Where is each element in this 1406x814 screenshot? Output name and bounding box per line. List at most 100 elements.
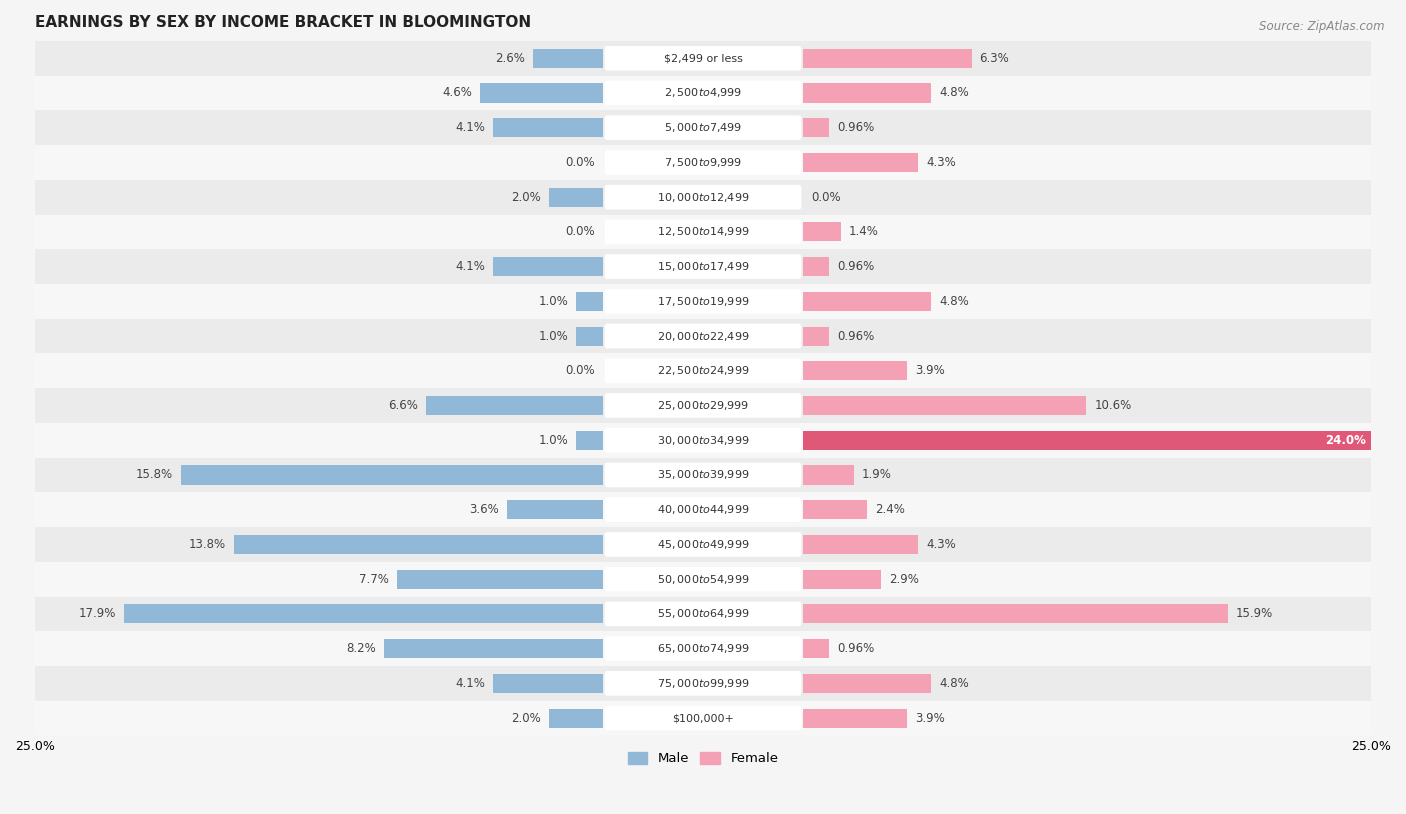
Bar bbox=[576, 291, 603, 311]
FancyBboxPatch shape bbox=[605, 706, 801, 730]
Bar bbox=[803, 674, 932, 693]
Bar bbox=[803, 639, 830, 659]
Text: $50,000 to $54,999: $50,000 to $54,999 bbox=[657, 573, 749, 585]
Bar bbox=[35, 215, 1371, 249]
Text: 1.0%: 1.0% bbox=[538, 434, 568, 447]
Text: 4.1%: 4.1% bbox=[456, 676, 485, 689]
Text: 2.0%: 2.0% bbox=[512, 711, 541, 724]
FancyBboxPatch shape bbox=[605, 289, 801, 313]
FancyBboxPatch shape bbox=[605, 116, 801, 140]
Bar bbox=[35, 41, 1371, 76]
Bar bbox=[803, 431, 1406, 450]
Text: 2.0%: 2.0% bbox=[512, 190, 541, 204]
Bar bbox=[180, 466, 603, 484]
Bar bbox=[803, 570, 880, 589]
FancyBboxPatch shape bbox=[605, 602, 801, 626]
Text: $55,000 to $64,999: $55,000 to $64,999 bbox=[657, 607, 749, 620]
FancyBboxPatch shape bbox=[605, 81, 801, 105]
FancyBboxPatch shape bbox=[605, 358, 801, 383]
Bar bbox=[396, 570, 603, 589]
Text: 1.0%: 1.0% bbox=[538, 295, 568, 308]
Bar bbox=[426, 396, 603, 415]
Bar bbox=[35, 111, 1371, 145]
Bar bbox=[550, 187, 603, 207]
FancyBboxPatch shape bbox=[605, 254, 801, 279]
FancyBboxPatch shape bbox=[605, 671, 801, 696]
FancyBboxPatch shape bbox=[605, 462, 801, 488]
Text: 1.4%: 1.4% bbox=[849, 225, 879, 239]
Bar bbox=[384, 639, 603, 659]
Text: $2,499 or less: $2,499 or less bbox=[664, 53, 742, 63]
Bar bbox=[35, 423, 1371, 457]
Text: 2.4%: 2.4% bbox=[876, 503, 905, 516]
FancyBboxPatch shape bbox=[605, 46, 801, 71]
Bar bbox=[125, 604, 603, 624]
Text: $100,000+: $100,000+ bbox=[672, 713, 734, 723]
Text: 15.9%: 15.9% bbox=[1236, 607, 1274, 620]
Text: 4.8%: 4.8% bbox=[939, 295, 969, 308]
Bar bbox=[803, 466, 853, 484]
Bar bbox=[494, 674, 603, 693]
Bar bbox=[35, 319, 1371, 353]
Bar bbox=[803, 257, 830, 276]
Text: 4.8%: 4.8% bbox=[939, 86, 969, 99]
Bar bbox=[803, 708, 907, 728]
Text: $15,000 to $17,499: $15,000 to $17,499 bbox=[657, 260, 749, 274]
Bar bbox=[803, 222, 841, 242]
Bar bbox=[803, 326, 830, 346]
Bar bbox=[35, 597, 1371, 631]
Bar bbox=[803, 291, 932, 311]
Text: 0.0%: 0.0% bbox=[565, 156, 595, 169]
Text: 7.7%: 7.7% bbox=[359, 573, 389, 585]
Bar bbox=[35, 631, 1371, 666]
Text: 3.9%: 3.9% bbox=[915, 365, 945, 378]
Bar bbox=[479, 83, 603, 103]
Bar bbox=[35, 249, 1371, 284]
Bar bbox=[506, 500, 603, 519]
Bar bbox=[533, 49, 603, 68]
Text: $5,000 to $7,499: $5,000 to $7,499 bbox=[664, 121, 742, 134]
FancyBboxPatch shape bbox=[605, 324, 801, 348]
Text: 0.96%: 0.96% bbox=[837, 121, 875, 134]
Bar bbox=[803, 118, 830, 138]
Text: 13.8%: 13.8% bbox=[188, 538, 226, 551]
Bar bbox=[35, 388, 1371, 423]
Text: 0.96%: 0.96% bbox=[837, 642, 875, 655]
FancyBboxPatch shape bbox=[605, 220, 801, 244]
Text: 6.3%: 6.3% bbox=[980, 52, 1010, 65]
Bar bbox=[803, 500, 868, 519]
Text: 3.6%: 3.6% bbox=[468, 503, 499, 516]
Bar bbox=[35, 284, 1371, 319]
Bar bbox=[35, 353, 1371, 388]
Text: $17,500 to $19,999: $17,500 to $19,999 bbox=[657, 295, 749, 308]
Text: $65,000 to $74,999: $65,000 to $74,999 bbox=[657, 642, 749, 655]
Bar bbox=[35, 701, 1371, 735]
Text: 3.9%: 3.9% bbox=[915, 711, 945, 724]
Text: 8.2%: 8.2% bbox=[346, 642, 375, 655]
FancyBboxPatch shape bbox=[605, 185, 801, 209]
Bar bbox=[35, 527, 1371, 562]
FancyBboxPatch shape bbox=[605, 637, 801, 661]
Bar bbox=[803, 604, 1227, 624]
Text: $25,000 to $29,999: $25,000 to $29,999 bbox=[657, 399, 749, 412]
Text: $12,500 to $14,999: $12,500 to $14,999 bbox=[657, 225, 749, 239]
FancyBboxPatch shape bbox=[605, 428, 801, 453]
Text: $35,000 to $39,999: $35,000 to $39,999 bbox=[657, 469, 749, 481]
Text: 1.9%: 1.9% bbox=[862, 469, 891, 481]
Text: $22,500 to $24,999: $22,500 to $24,999 bbox=[657, 365, 749, 378]
Text: 6.6%: 6.6% bbox=[388, 399, 419, 412]
Text: $75,000 to $99,999: $75,000 to $99,999 bbox=[657, 676, 749, 689]
FancyBboxPatch shape bbox=[605, 567, 801, 592]
Bar bbox=[576, 431, 603, 450]
Bar bbox=[803, 535, 918, 554]
Bar bbox=[494, 118, 603, 138]
Bar bbox=[803, 361, 907, 380]
Text: 10.6%: 10.6% bbox=[1094, 399, 1132, 412]
FancyBboxPatch shape bbox=[605, 393, 801, 418]
Bar bbox=[803, 396, 1087, 415]
Bar bbox=[35, 562, 1371, 597]
Text: Source: ZipAtlas.com: Source: ZipAtlas.com bbox=[1260, 20, 1385, 33]
Bar bbox=[35, 666, 1371, 701]
Text: 4.6%: 4.6% bbox=[441, 86, 472, 99]
Bar bbox=[803, 49, 972, 68]
